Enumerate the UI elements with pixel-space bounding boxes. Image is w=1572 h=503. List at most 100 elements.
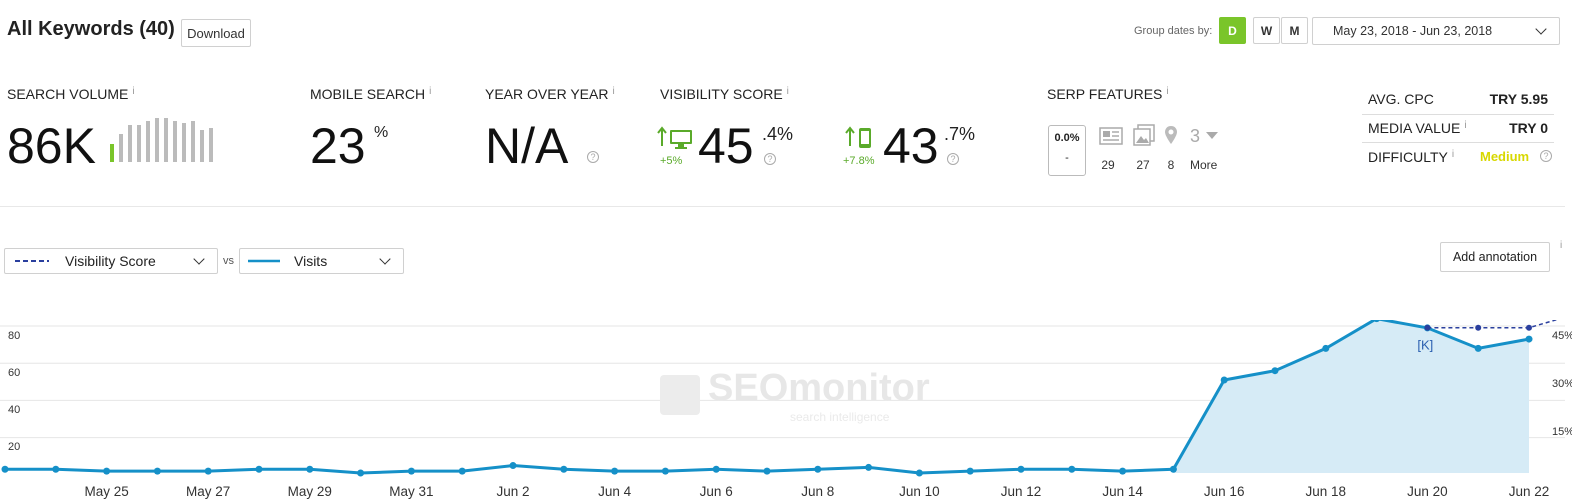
serp-featured-snippet-box[interactable]: 0.0% - xyxy=(1048,125,1086,176)
divider xyxy=(1362,142,1554,143)
series2-select[interactable]: Visits xyxy=(239,248,404,274)
info-icon[interactable]: i xyxy=(429,86,432,97)
vs-label: vs xyxy=(223,255,234,267)
difficulty-value: Medium xyxy=(1480,149,1530,164)
media-value-value: TRY 0 xyxy=(1509,120,1548,136)
visits-point xyxy=(255,465,263,473)
yoy-value: N/A xyxy=(485,118,569,174)
visibility-label: VISIBILITY SCORE i xyxy=(660,86,789,102)
visits-point xyxy=(661,467,669,475)
visibility-desktop-change: +5% xyxy=(660,155,683,167)
watermark-text: SEOmonitor xyxy=(708,367,930,409)
visits-point xyxy=(611,467,619,475)
info-icon[interactable]: i xyxy=(1464,120,1467,131)
group-dates-label: Group dates by: xyxy=(1134,25,1213,37)
visibility-point xyxy=(1475,324,1482,331)
group-by-week-button[interactable]: W xyxy=(1253,17,1280,44)
visits-area xyxy=(1173,320,1529,473)
sparkline-bar xyxy=(110,143,114,162)
help-icon[interactable]: ? xyxy=(764,153,776,165)
visits-point xyxy=(865,463,873,471)
serp-features-label: SERP FEATURES i xyxy=(1047,86,1169,102)
visits-point xyxy=(52,465,60,473)
group-by-month-button[interactable]: M xyxy=(1281,17,1308,44)
serp-images-count: 27 xyxy=(1136,158,1150,172)
help-icon[interactable]: ? xyxy=(1540,150,1552,162)
info-icon[interactable]: i xyxy=(612,86,615,97)
visits-point xyxy=(712,465,720,473)
visibility-mobile-decimal: .7% xyxy=(944,124,976,144)
series1-label: Visibility Score xyxy=(65,253,156,269)
images-icon[interactable] xyxy=(1133,124,1155,146)
solid-line-icon xyxy=(248,259,280,263)
dashed-line-icon xyxy=(15,260,49,262)
avg-cpc-label: AVG. CPC xyxy=(1368,91,1434,107)
chevron-down-icon xyxy=(193,252,205,265)
search-volume-value: 86K xyxy=(7,118,96,174)
visits-point xyxy=(1119,467,1127,475)
visits-point xyxy=(458,467,466,475)
avg-cpc-value: TRY 5.95 xyxy=(1489,91,1548,107)
visits-point xyxy=(204,467,212,475)
chevron-down-icon xyxy=(379,252,391,265)
sparkline-bar xyxy=(146,120,150,162)
sparkline-bar xyxy=(191,120,195,162)
series1-select[interactable]: Visibility Score xyxy=(4,248,218,274)
news-icon[interactable] xyxy=(1099,126,1123,146)
info-icon[interactable]: i xyxy=(132,86,135,97)
map-pin-icon[interactable] xyxy=(1164,125,1178,145)
serp-box-sub: - xyxy=(1065,152,1069,164)
visits-point xyxy=(1525,335,1533,343)
desktop-up-icon xyxy=(657,126,692,149)
mobile-search-value: 23 xyxy=(310,118,366,174)
difficulty-label: DIFFICULTY i xyxy=(1368,149,1455,165)
sparkline-bar xyxy=(155,118,159,162)
visits-point xyxy=(153,467,161,475)
visits-point xyxy=(357,469,365,477)
visits-point xyxy=(103,467,111,475)
download-button[interactable]: Download xyxy=(181,19,251,47)
help-icon[interactable]: ? xyxy=(587,151,599,163)
group-by-day-button[interactable]: D xyxy=(1219,17,1246,44)
visibility-mobile-value: 43 xyxy=(883,118,939,174)
mobile-search-label: MOBILE SEARCH i xyxy=(310,86,432,102)
visibility-line xyxy=(1427,320,1559,329)
serp-more-count[interactable]: 3 xyxy=(1190,126,1201,146)
series2-label: Visits xyxy=(294,253,328,269)
visibility-desktop-value: 45 xyxy=(698,118,754,174)
visits-point xyxy=(306,465,314,473)
visits-point xyxy=(1373,320,1380,323)
visits-point xyxy=(915,469,923,477)
date-range-select[interactable]: May 23, 2018 - Jun 23, 2018 xyxy=(1312,17,1560,45)
serp-more-label[interactable]: More xyxy=(1190,158,1218,172)
mobile-up-icon xyxy=(845,126,871,148)
info-icon[interactable]: i xyxy=(786,86,789,97)
watermark-subtext: search intelligence xyxy=(790,410,890,424)
date-range-value: May 23, 2018 - Jun 23, 2018 xyxy=(1333,24,1493,38)
sparkline-bar xyxy=(182,122,186,162)
help-icon[interactable]: ? xyxy=(947,153,959,165)
visits-point xyxy=(1322,344,1330,352)
search-volume-label: SEARCH VOLUME i xyxy=(7,86,135,102)
sparkline-bar xyxy=(137,125,141,162)
search-volume-sparkline xyxy=(110,116,220,162)
visibility-point xyxy=(1526,324,1532,331)
annotation-marker: [K] xyxy=(1417,338,1433,353)
sparkline-bar xyxy=(173,120,177,162)
visits-point xyxy=(1,465,9,473)
sparkline-bar xyxy=(209,127,213,162)
add-annotation-button[interactable]: Add annotation xyxy=(1440,242,1550,272)
visits-point xyxy=(1017,465,1025,473)
visibility-desktop-decimal: .4% xyxy=(762,124,794,144)
info-icon[interactable]: i xyxy=(1560,240,1563,251)
visibility-mobile-change: +7.8% xyxy=(843,155,875,167)
caret-down-icon[interactable] xyxy=(1205,131,1219,141)
visits-point xyxy=(1068,465,1076,473)
section-divider xyxy=(0,206,1565,207)
sparkline-bar xyxy=(200,129,204,162)
info-icon[interactable]: i xyxy=(1451,149,1455,160)
info-icon[interactable]: i xyxy=(1166,86,1169,97)
divider xyxy=(1362,114,1554,115)
visits-point xyxy=(814,465,822,473)
